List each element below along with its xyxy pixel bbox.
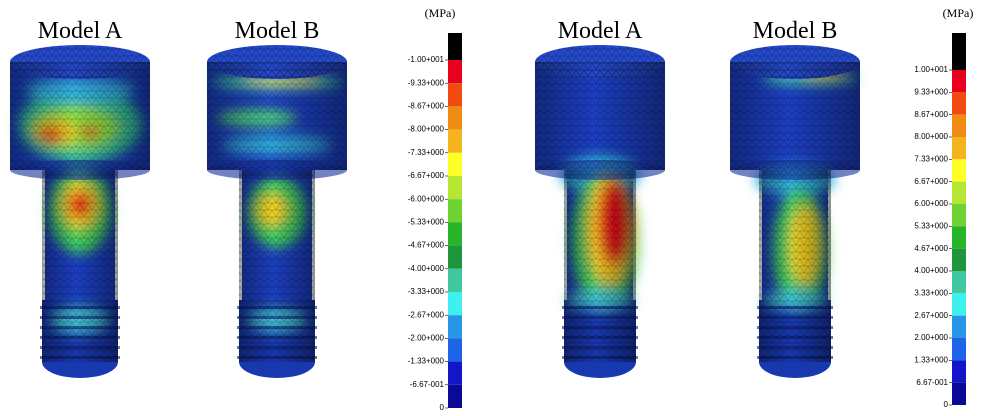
- colorbar-band: [448, 246, 462, 269]
- colorbar-band: [448, 362, 462, 385]
- colorbar-label: -6.67-001: [410, 380, 445, 389]
- colorbar-band: [952, 360, 966, 382]
- colorbar-label: 6.67-001: [916, 378, 948, 387]
- colorbar-label: -6.67+000: [408, 171, 445, 180]
- colorbar-label: 4.67+000: [914, 244, 948, 253]
- shading: [239, 170, 315, 362]
- colorbar-label: 0: [944, 400, 949, 409]
- fea-model: [535, 45, 665, 378]
- colorbar-label: -8.67+000: [408, 102, 445, 111]
- colorbar-label: 4.00+000: [914, 266, 948, 275]
- colorbar-label: 8.67+000: [914, 110, 948, 119]
- colorbar-label: -2.00+000: [408, 334, 445, 343]
- mesh: [730, 45, 860, 79]
- colorbar-band: [448, 83, 462, 106]
- shading: [564, 170, 636, 362]
- colorbar-label: -1.00+001: [408, 55, 445, 64]
- colorbar-label: 9.33+000: [914, 87, 948, 96]
- colorbar-band: [448, 269, 462, 292]
- colorbar-band: [448, 106, 462, 129]
- mesh: [10, 45, 150, 79]
- colorbar-label: 0: [440, 403, 445, 412]
- colorbar-band: [448, 338, 462, 361]
- colorbar-label: 2.67+000: [914, 311, 948, 320]
- colorbar-label: 7.33+000: [914, 154, 948, 163]
- mesh: [535, 45, 665, 79]
- colorbar-label: 3.33+000: [914, 288, 948, 297]
- colorbar-band: [952, 115, 966, 137]
- colorbar-unit: (MPa): [425, 6, 456, 20]
- colorbar-band: [448, 292, 462, 315]
- colorbar-label: -4.00+000: [408, 264, 445, 273]
- colorbar-band: [448, 60, 462, 83]
- colorbar-band: [952, 182, 966, 204]
- colorbar-band: [952, 338, 966, 360]
- colorbar-band: [448, 385, 462, 408]
- colorbar-label: -2.67+000: [408, 310, 445, 319]
- mesh: [207, 45, 347, 79]
- fea-model: [207, 45, 347, 378]
- model-label: Model B: [753, 18, 838, 44]
- colorbar-band: [952, 204, 966, 226]
- colorbar-label: -4.67+000: [408, 241, 445, 250]
- colorbar-band: [448, 222, 462, 245]
- colorbar-label: 6.67+000: [914, 177, 948, 186]
- colorbar-band: [448, 199, 462, 222]
- colorbar-unit: (MPa): [943, 6, 974, 20]
- colorbar-band: [952, 271, 966, 293]
- colorbar-label: -3.33+000: [408, 287, 445, 296]
- model-label: Model B: [235, 18, 320, 44]
- colorbar-band: [448, 315, 462, 338]
- colorbar-band: [448, 176, 462, 199]
- colorbar-band: [952, 70, 966, 92]
- colorbar-label: 8.00+000: [914, 132, 948, 141]
- colorbar-band: [952, 293, 966, 315]
- colorbar-label: 1.00+001: [914, 65, 948, 74]
- colorbar-band: [448, 130, 462, 153]
- colorbar-band: [448, 153, 462, 176]
- colorbar-band: [448, 33, 462, 60]
- colorbar-label: -1.33+000: [408, 357, 445, 366]
- colorbar-band: [952, 383, 966, 405]
- colorbar-band: [952, 316, 966, 338]
- colorbar-label: -9.33+000: [408, 78, 445, 87]
- shading: [759, 170, 831, 362]
- colorbar-label: -6.00+000: [408, 194, 445, 203]
- colorbar-label: -8.00+000: [408, 125, 445, 134]
- colorbar-label: 5.33+000: [914, 221, 948, 230]
- model-label: Model A: [558, 18, 643, 44]
- figure: Model A Model B Model A Model B (MPa) (M…: [0, 0, 985, 416]
- colorbar-band: [952, 137, 966, 159]
- shading: [42, 170, 118, 362]
- colorbar-label: 2.00+000: [914, 333, 948, 342]
- fea-model: [10, 45, 150, 378]
- colorbar-band: [952, 92, 966, 114]
- colorbar-band: [952, 159, 966, 181]
- colorbar-band: [952, 249, 966, 271]
- colorbar-label: 6.00+000: [914, 199, 948, 208]
- model-label: Model A: [38, 18, 123, 44]
- colorbar-label: -7.33+000: [408, 148, 445, 157]
- colorbar-label: 1.33+000: [914, 355, 948, 364]
- colorbar-band: [952, 226, 966, 248]
- fea-model: [730, 45, 860, 378]
- colorbar-band: [952, 33, 966, 70]
- colorbar-label: -5.33+000: [408, 218, 445, 227]
